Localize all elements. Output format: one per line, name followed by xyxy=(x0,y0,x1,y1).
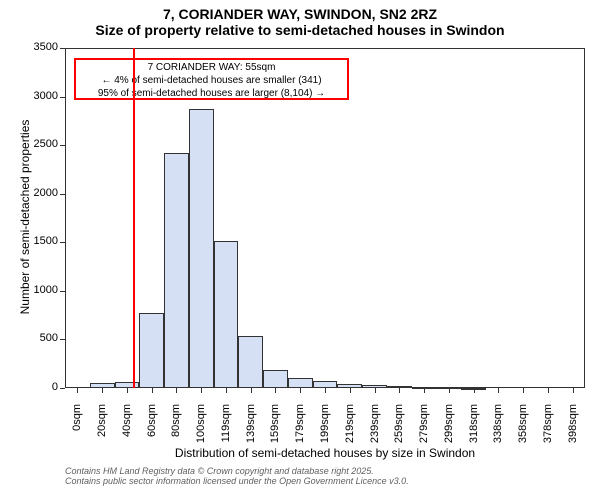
histogram-bar xyxy=(164,153,189,388)
histogram-bar xyxy=(263,370,288,388)
x-tick xyxy=(275,388,276,393)
histogram-bar xyxy=(139,313,164,388)
x-tick xyxy=(251,388,252,393)
x-tick xyxy=(375,388,376,393)
x-tick-label: 60sqm xyxy=(146,404,158,454)
x-tick-label: 219sqm xyxy=(344,404,356,454)
x-tick xyxy=(102,388,103,393)
histogram-bar xyxy=(189,109,214,388)
x-tick-label: 20sqm xyxy=(96,404,108,454)
x-tick-label: 159sqm xyxy=(269,404,281,454)
chart-title-line1: 7, CORIANDER WAY, SWINDON, SN2 2RZ xyxy=(0,0,600,22)
x-tick-label: 378sqm xyxy=(542,404,554,454)
x-tick-label: 179sqm xyxy=(294,404,306,454)
x-tick-label: 239sqm xyxy=(369,404,381,454)
attribution-line1: Contains HM Land Registry data © Crown c… xyxy=(65,466,409,476)
x-tick xyxy=(449,388,450,393)
y-tick xyxy=(60,339,65,340)
annotation-box: 7 CORIANDER WAY: 55sqm ← 4% of semi-deta… xyxy=(74,58,349,100)
annotation-line1: 7 CORIANDER WAY: 55sqm xyxy=(78,61,345,74)
x-tick-label: 139sqm xyxy=(245,404,257,454)
x-tick xyxy=(474,388,475,393)
x-tick-label: 279sqm xyxy=(418,404,430,454)
x-tick-label: 119sqm xyxy=(220,404,232,454)
chart-title-line2: Size of property relative to semi-detach… xyxy=(0,22,600,38)
x-tick-label: 299sqm xyxy=(443,404,455,454)
annotation-line3: 95% of semi-detached houses are larger (… xyxy=(78,87,345,100)
attribution-line2: Contains public sector information licen… xyxy=(65,476,409,486)
x-tick-label: 338sqm xyxy=(492,404,504,454)
x-tick xyxy=(176,388,177,393)
x-tick xyxy=(350,388,351,393)
x-tick xyxy=(325,388,326,393)
y-tick xyxy=(60,388,65,389)
histogram-chart: 7, CORIANDER WAY, SWINDON, SN2 2RZ Size … xyxy=(0,0,600,500)
y-axis-label: Number of semi-detached properties xyxy=(18,97,32,337)
y-tick-label: 1000 xyxy=(20,284,58,296)
x-tick-label: 0sqm xyxy=(71,404,83,454)
x-tick xyxy=(523,388,524,393)
histogram-bar xyxy=(214,241,239,388)
x-tick xyxy=(226,388,227,393)
x-tick-label: 80sqm xyxy=(170,404,182,454)
x-tick xyxy=(152,388,153,393)
y-tick-label: 1500 xyxy=(20,235,58,247)
x-tick-label: 358sqm xyxy=(517,404,529,454)
x-tick-label: 318sqm xyxy=(468,404,480,454)
x-tick xyxy=(77,388,78,393)
y-tick-label: 2500 xyxy=(20,138,58,150)
y-tick-label: 3000 xyxy=(20,90,58,102)
y-tick-label: 3500 xyxy=(20,41,58,53)
x-tick xyxy=(399,388,400,393)
y-tick-label: 2000 xyxy=(20,187,58,199)
histogram-bar xyxy=(238,336,263,388)
x-tick xyxy=(498,388,499,393)
histogram-bar xyxy=(288,378,313,388)
y-tick xyxy=(60,145,65,146)
x-tick-label: 398sqm xyxy=(567,404,579,454)
x-tick xyxy=(201,388,202,393)
y-tick xyxy=(60,242,65,243)
attribution-text: Contains HM Land Registry data © Crown c… xyxy=(65,466,409,486)
x-tick xyxy=(300,388,301,393)
y-tick xyxy=(60,291,65,292)
y-tick xyxy=(60,97,65,98)
y-tick xyxy=(60,48,65,49)
y-tick xyxy=(60,194,65,195)
x-tick-label: 259sqm xyxy=(393,404,405,454)
x-tick xyxy=(548,388,549,393)
x-tick xyxy=(573,388,574,393)
property-marker-line xyxy=(133,48,135,388)
x-tick-label: 100sqm xyxy=(195,404,207,454)
histogram-bar xyxy=(313,381,338,388)
x-tick-label: 199sqm xyxy=(319,404,331,454)
x-tick xyxy=(127,388,128,393)
x-tick-label: 40sqm xyxy=(121,404,133,454)
y-tick-label: 0 xyxy=(20,381,58,393)
y-tick-label: 500 xyxy=(20,332,58,344)
annotation-line2: ← 4% of semi-detached houses are smaller… xyxy=(78,74,345,87)
x-tick xyxy=(424,388,425,393)
